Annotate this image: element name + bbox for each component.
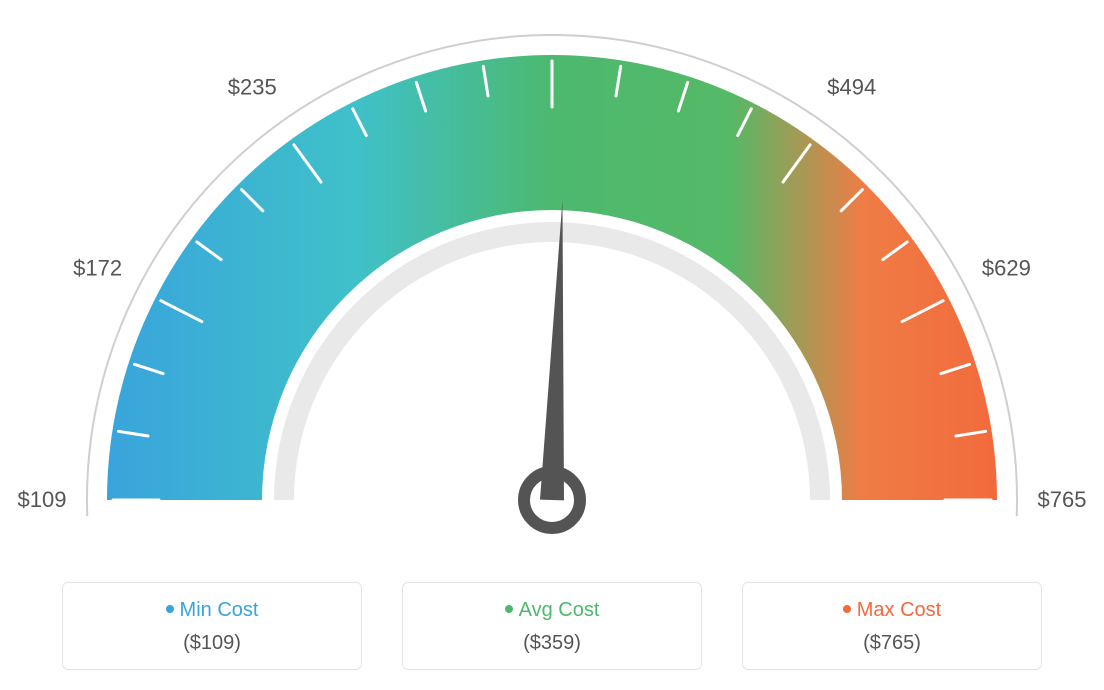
legend-value-max: ($765): [743, 632, 1041, 655]
gauge-svg: $109 $172 $235 $359 $494 $629 $765: [0, 0, 1104, 560]
svg-text:$629: $629: [982, 255, 1031, 280]
svg-text:$765: $765: [1038, 487, 1087, 512]
svg-text:$494: $494: [827, 74, 876, 99]
legend-title-avg: Avg Cost: [403, 599, 701, 622]
dot-icon: [843, 605, 851, 613]
legend-title-text: Avg Cost: [519, 599, 600, 621]
legend-title-max: Max Cost: [743, 599, 1041, 622]
svg-text:$235: $235: [228, 74, 277, 99]
legend-title-min: Min Cost: [63, 599, 361, 622]
dot-icon: [505, 605, 513, 613]
svg-text:$172: $172: [73, 255, 122, 280]
legend-title-text: Max Cost: [857, 599, 941, 621]
dot-icon: [166, 605, 174, 613]
gauge-chart: $109 $172 $235 $359 $494 $629 $765: [0, 0, 1104, 560]
legend-row: Min Cost ($109) Avg Cost ($359) Max Cost…: [0, 582, 1104, 670]
legend-card-max: Max Cost ($765): [742, 582, 1042, 670]
svg-text:$359: $359: [528, 0, 577, 2]
legend-card-avg: Avg Cost ($359): [402, 582, 702, 670]
legend-value-avg: ($359): [403, 632, 701, 655]
svg-text:$109: $109: [18, 487, 67, 512]
legend-title-text: Min Cost: [180, 599, 259, 621]
legend-card-min: Min Cost ($109): [62, 582, 362, 670]
legend-value-min: ($109): [63, 632, 361, 655]
